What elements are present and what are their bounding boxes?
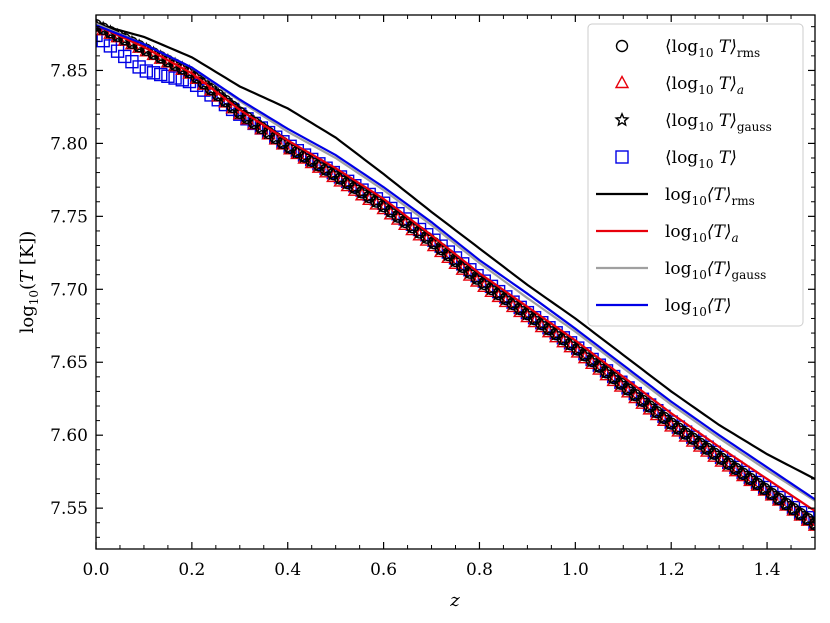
legend-swatch bbox=[615, 150, 629, 164]
y-axis-label: log10(T [K]) bbox=[17, 231, 41, 334]
y-tick-label: 7.80 bbox=[50, 134, 88, 154]
data-point bbox=[96, 28, 103, 43]
y-tick-label: 7.75 bbox=[50, 207, 88, 227]
legend-box bbox=[587, 23, 804, 327]
legend-label: ⟨log10 T⟩a bbox=[665, 74, 744, 97]
series-4 bbox=[96, 22, 815, 480]
y-axis: 7.55 7.60 7.65 7.70 7.75 7.80 7.85 bbox=[50, 26, 815, 538]
data-point bbox=[168, 71, 182, 85]
data-point bbox=[340, 175, 356, 190]
series-line bbox=[96, 24, 815, 501]
data-point bbox=[311, 157, 327, 172]
data-point bbox=[641, 398, 658, 413]
y-tick-label: 7.85 bbox=[50, 61, 88, 81]
data-point bbox=[304, 152, 320, 168]
legend-swatch bbox=[614, 75, 630, 89]
legend: ⟨log10 T⟩rms ⟨log10 T⟩a ⟨log10 T⟩gauss ⟨log… bbox=[587, 23, 804, 327]
data-point bbox=[325, 166, 341, 181]
y-tick-label: 7.55 bbox=[50, 499, 88, 519]
x-tick-label: 0.0 bbox=[82, 560, 109, 580]
x-tick-label: 0.2 bbox=[178, 560, 205, 580]
data-point bbox=[296, 148, 313, 164]
x-tick-label: 1.2 bbox=[658, 560, 685, 580]
data-point bbox=[118, 49, 132, 64]
data-point bbox=[584, 352, 600, 368]
data-point bbox=[649, 404, 665, 419]
series-5 bbox=[96, 24, 815, 512]
data-point bbox=[224, 98, 241, 114]
y-tick-label: 7.65 bbox=[50, 353, 88, 373]
data-point bbox=[132, 60, 146, 74]
data-point bbox=[808, 517, 815, 531]
legend-item: log10⟨T⟩a bbox=[596, 222, 739, 245]
data-point bbox=[110, 44, 125, 58]
data-point bbox=[332, 170, 349, 186]
x-axis-label: z bbox=[449, 590, 460, 611]
legend-item: log10⟨T⟩gauss bbox=[596, 259, 766, 282]
legend-item: ⟨log10 T⟩gauss bbox=[614, 111, 772, 134]
data-point bbox=[125, 54, 139, 69]
plot-data bbox=[96, 17, 815, 531]
data-point bbox=[210, 87, 226, 102]
legend-label: ⟨log10 T⟩ bbox=[665, 148, 737, 171]
data-point bbox=[469, 270, 485, 286]
data-point bbox=[203, 81, 219, 96]
data-point bbox=[139, 64, 154, 78]
series-line bbox=[96, 24, 815, 512]
data-point bbox=[197, 83, 211, 97]
x-tick-label: 0.6 bbox=[370, 560, 397, 580]
series-7 bbox=[96, 24, 815, 501]
data-point bbox=[217, 92, 234, 108]
legend-item: ⟨log10 T⟩rms bbox=[615, 37, 760, 60]
data-point bbox=[354, 184, 370, 199]
data-point bbox=[361, 188, 377, 204]
x-tick-label: 0.4 bbox=[274, 560, 301, 580]
x-axis: 0.0 0.2 0.4 0.6 0.8 1.0 1.2 1.4 bbox=[82, 15, 792, 580]
y-tick-label: 7.60 bbox=[50, 426, 88, 446]
data-point bbox=[368, 193, 385, 209]
legend-label: log10⟨T⟩ bbox=[665, 296, 731, 319]
x-tick-label: 1.0 bbox=[562, 560, 589, 580]
legend-item: ⟨log10 T⟩a bbox=[614, 74, 744, 97]
data-point bbox=[606, 369, 622, 385]
legend-item: log10⟨T⟩ bbox=[596, 296, 731, 319]
data-point bbox=[598, 364, 615, 379]
data-point bbox=[462, 264, 478, 280]
data-point bbox=[620, 381, 636, 396]
data-point bbox=[146, 66, 161, 80]
legend-label: log10⟨T⟩gauss bbox=[665, 259, 766, 282]
legend-label: log10⟨T⟩rms bbox=[665, 185, 755, 208]
data-point bbox=[96, 17, 104, 32]
data-point bbox=[591, 358, 607, 374]
legend-label: ⟨log10 T⟩rms bbox=[665, 37, 760, 60]
legend-swatch bbox=[614, 111, 630, 127]
data-point bbox=[196, 75, 212, 90]
y-tick-label: 7.70 bbox=[50, 280, 88, 300]
data-point bbox=[807, 516, 815, 531]
legend-label: log10⟨T⟩a bbox=[665, 222, 739, 245]
data-point bbox=[613, 375, 629, 391]
data-point bbox=[161, 69, 175, 83]
data-point bbox=[282, 139, 298, 155]
legend-swatch bbox=[615, 39, 629, 53]
legend-item: log10⟨T⟩rms bbox=[596, 185, 755, 208]
data-point bbox=[103, 39, 118, 53]
data-point bbox=[154, 67, 168, 82]
data-point bbox=[570, 341, 586, 357]
data-point bbox=[656, 409, 672, 425]
data-point bbox=[347, 179, 363, 195]
data-point bbox=[289, 144, 305, 159]
legend-label: ⟨log10 T⟩gauss bbox=[665, 111, 772, 134]
data-point bbox=[577, 347, 593, 362]
data-point bbox=[318, 161, 334, 177]
x-tick-label: 0.8 bbox=[466, 560, 493, 580]
series-line bbox=[96, 22, 815, 480]
x-tick-label: 1.4 bbox=[754, 560, 781, 580]
legend-item: ⟨log10 T⟩ bbox=[615, 148, 737, 171]
data-point bbox=[627, 387, 643, 402]
data-point bbox=[634, 392, 651, 408]
